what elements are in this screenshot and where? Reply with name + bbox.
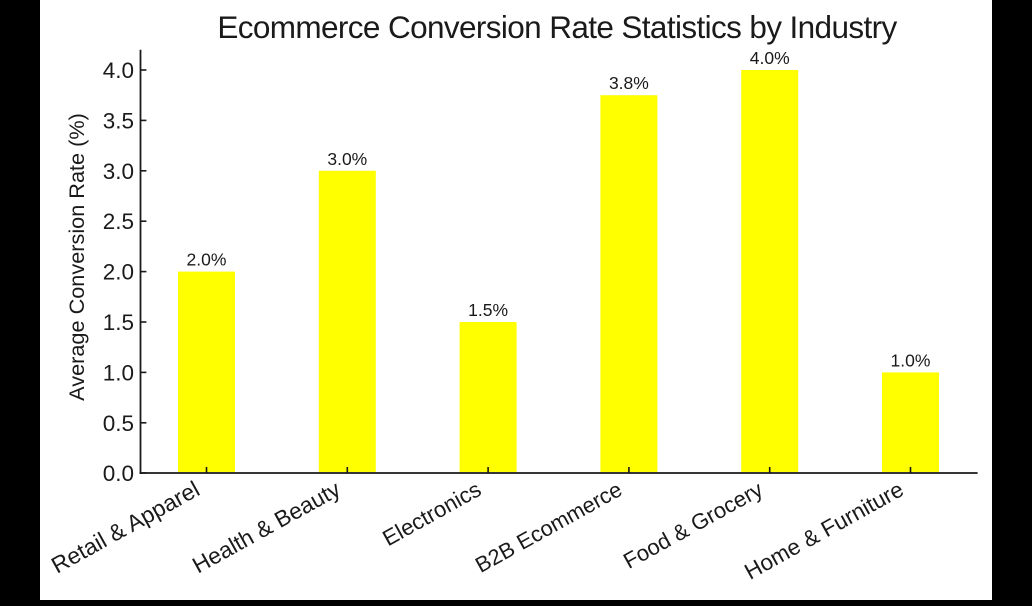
svg-text:2.0%: 2.0% (187, 250, 227, 270)
svg-text:0.5: 0.5 (103, 411, 134, 436)
svg-text:3.0%: 3.0% (327, 149, 367, 169)
svg-text:2.5: 2.5 (103, 209, 134, 234)
svg-text:0.0: 0.0 (103, 461, 134, 486)
svg-text:Ecommerce Conversion Rate Stat: Ecommerce Conversion Rate Statistics by … (217, 9, 897, 45)
svg-text:2.0: 2.0 (103, 260, 134, 285)
svg-text:1.5: 1.5 (103, 310, 134, 335)
svg-text:3.5: 3.5 (103, 108, 134, 133)
svg-text:1.5%: 1.5% (468, 300, 508, 320)
svg-text:Average Conversion Rate (%): Average Conversion Rate (%) (64, 113, 89, 401)
svg-text:4.0: 4.0 (103, 58, 134, 83)
svg-text:1.0: 1.0 (103, 360, 134, 385)
svg-text:1.0%: 1.0% (891, 350, 931, 370)
svg-text:3.0: 3.0 (103, 159, 134, 184)
svg-text:4.0%: 4.0% (750, 48, 790, 68)
svg-text:3.8%: 3.8% (609, 73, 649, 93)
